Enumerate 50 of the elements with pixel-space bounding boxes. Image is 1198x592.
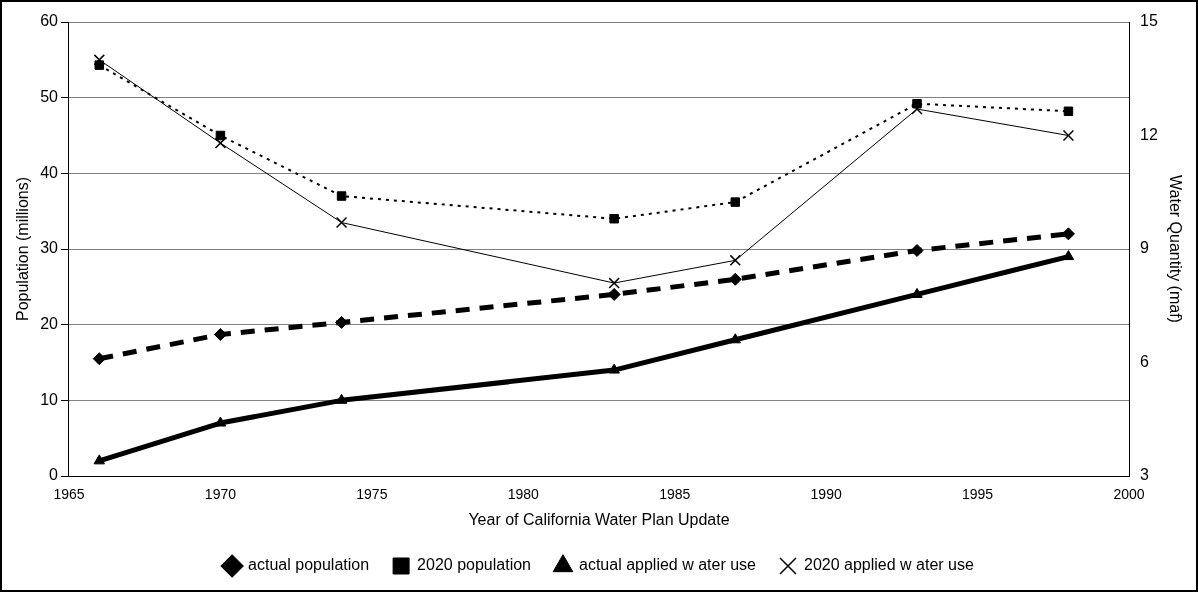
point (912, 98, 922, 109)
x-tick-label: 1970 (204, 486, 237, 503)
y-tick-label: 50 (40, 88, 59, 106)
x-axis-title: Year of California Water Plan Update (468, 510, 730, 528)
legend-label: actual applied w ater use (578, 556, 757, 574)
point (607, 287, 621, 301)
point (608, 363, 620, 374)
x-tick-label: 2000 (1113, 486, 1145, 503)
legend-label: 2020 applied w ater use (803, 556, 974, 574)
point (729, 254, 741, 267)
point (728, 272, 742, 286)
x-tick-label: 1965 (53, 486, 85, 503)
point (1062, 129, 1075, 142)
legend-label: 2020 population (417, 556, 531, 574)
point (335, 393, 348, 404)
point (1062, 250, 1075, 261)
x-tick-label: 1995 (962, 486, 994, 503)
point (608, 277, 620, 289)
point (215, 130, 226, 141)
point (1063, 106, 1074, 117)
y-tick-label: 40 (40, 163, 59, 181)
y-tick-label: 20 (40, 315, 59, 333)
x-tick-label: 1990 (810, 486, 842, 503)
point (93, 54, 105, 66)
x-tick-label: 1975 (356, 486, 388, 503)
y-tick-label: 0 (49, 466, 59, 484)
point (214, 137, 227, 149)
y2-axis-title: Water Quantity (maf) (1166, 175, 1184, 323)
point (609, 213, 619, 224)
x-tick-label: 1985 (659, 486, 691, 503)
point (92, 352, 106, 366)
point (213, 328, 227, 341)
point (93, 454, 105, 465)
y-tick-label: 30 (40, 239, 59, 257)
legend-label: actual population (248, 556, 370, 574)
y-tick-label: 10 (40, 390, 59, 408)
y-tick-label: 60 (40, 12, 59, 30)
y2-tick-label: 3 (1140, 466, 1149, 484)
y2-tick-label: 12 (1140, 125, 1158, 143)
point (94, 60, 105, 70)
y2-tick-label: 9 (1140, 239, 1149, 257)
y2-tick-label: 6 (1140, 352, 1149, 370)
point (910, 244, 924, 258)
point (729, 333, 741, 344)
point (730, 197, 741, 207)
y-axis-title: Population (millions) (14, 176, 32, 322)
point (335, 216, 348, 229)
y2-tick-label: 15 (1140, 12, 1158, 30)
point (336, 191, 347, 201)
x-tick-label: 1980 (507, 486, 540, 503)
